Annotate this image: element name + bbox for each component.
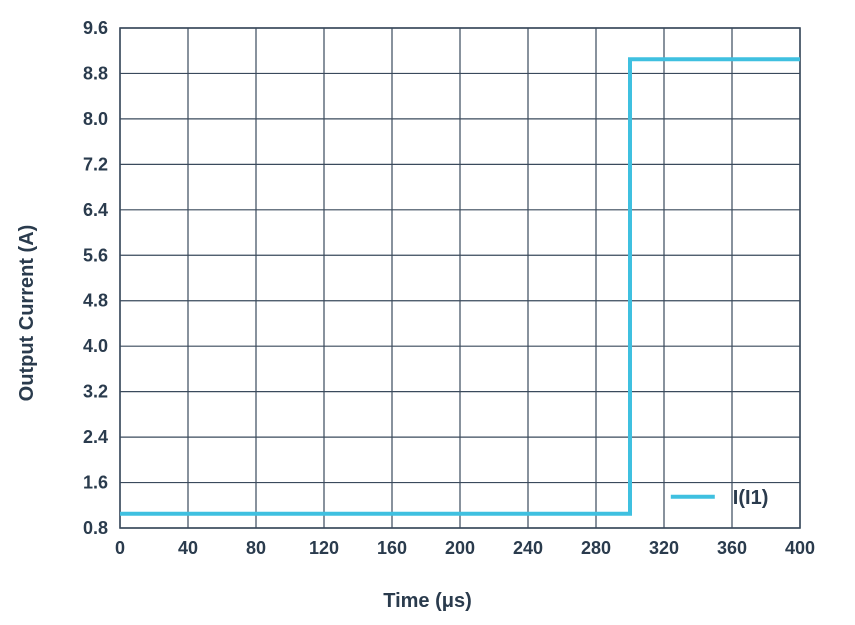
x-tick-label: 200 (445, 538, 475, 558)
y-tick-label: 2.4 (83, 427, 108, 447)
x-axis-label: Time (μs) (383, 590, 472, 613)
y-tick-label: 6.4 (83, 200, 108, 220)
y-tick-label: 4.0 (83, 336, 108, 356)
x-tick-label: 0 (115, 538, 125, 558)
x-tick-label: 280 (581, 538, 611, 558)
x-tick-label: 240 (513, 538, 543, 558)
y-tick-label: 0.8 (83, 518, 108, 538)
x-tick-label: 320 (649, 538, 679, 558)
line-chart: 0 40 80 120 160 200 240 280 320 360 400 0.8 1.6 2.4 3.… (0, 0, 855, 625)
y-tick-label: 8.0 (83, 109, 108, 129)
y-tick-label: 5.6 (83, 245, 108, 265)
y-tick-label: 8.8 (83, 63, 108, 83)
chart-container: Output Current (A) Time (μs) 0 40 80 120 160… (0, 0, 855, 625)
x-tick-label: 160 (377, 538, 407, 558)
x-tick-label: 360 (717, 538, 747, 558)
x-tick-label: 400 (785, 538, 815, 558)
y-tick-label: 4.8 (83, 291, 108, 311)
y-tick-label: 9.6 (83, 18, 108, 38)
x-tick-label: 120 (309, 538, 339, 558)
x-tick-label: 80 (246, 538, 266, 558)
y-tick-label: 3.2 (83, 382, 108, 402)
x-tick-label: 40 (178, 538, 198, 558)
legend-label: I(I1) (733, 487, 769, 509)
y-tick-label: 7.2 (83, 154, 108, 174)
y-tick-label: 1.6 (83, 473, 108, 493)
y-axis-label: Output Current (A) (16, 224, 39, 401)
